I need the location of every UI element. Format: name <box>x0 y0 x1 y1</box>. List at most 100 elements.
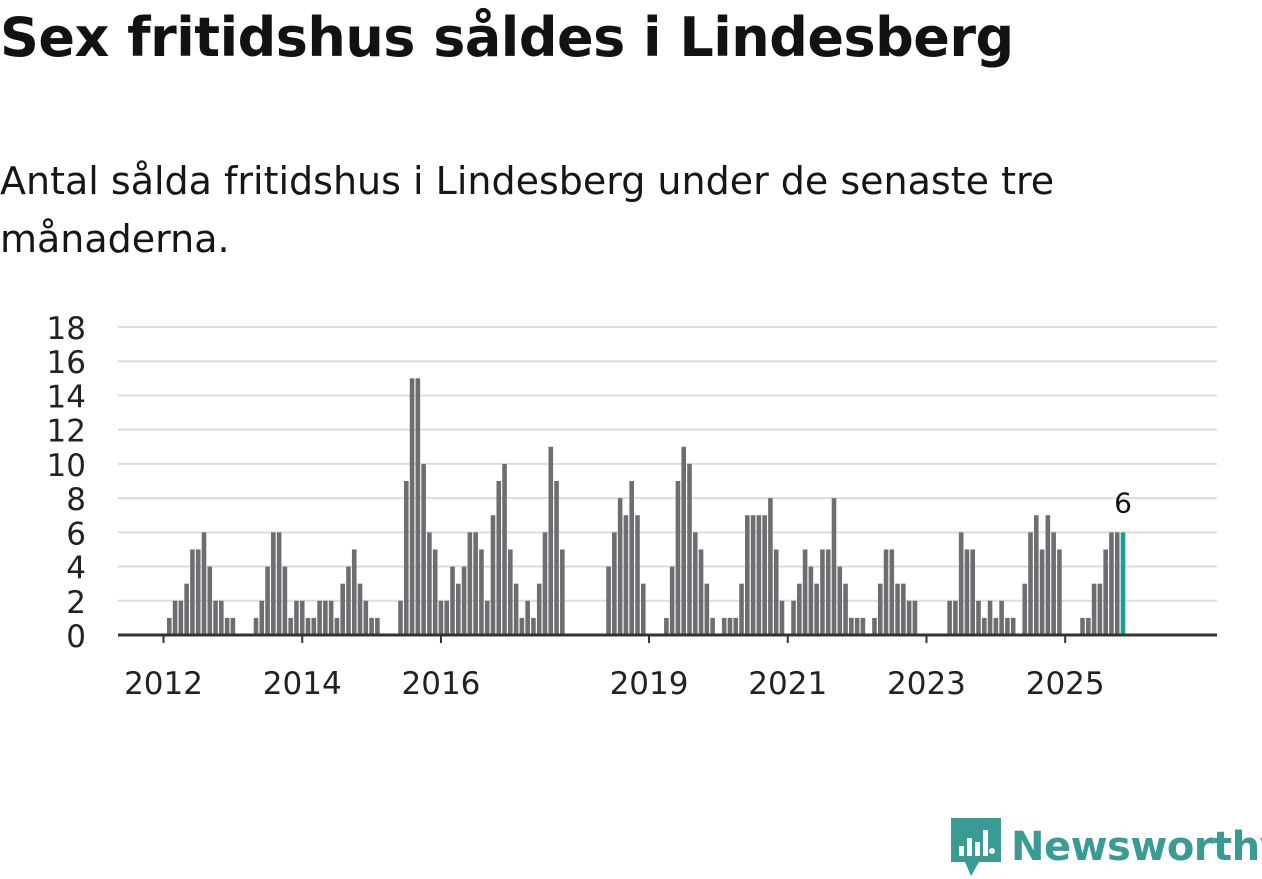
bar <box>513 583 519 635</box>
bar <box>525 600 530 635</box>
bar <box>733 617 739 635</box>
bar <box>883 549 889 635</box>
bar <box>427 532 432 635</box>
bar <box>773 549 779 635</box>
bar <box>1039 549 1045 635</box>
bar <box>554 481 559 635</box>
bar <box>710 617 715 635</box>
bar <box>357 583 363 635</box>
bar <box>762 515 767 635</box>
bar <box>958 532 964 635</box>
bar <box>750 515 756 635</box>
bar <box>1091 583 1097 635</box>
bar <box>889 549 895 635</box>
x-tick-label: 2012 <box>124 666 203 702</box>
bar <box>635 515 640 635</box>
bar <box>1057 549 1062 635</box>
bar <box>484 600 490 635</box>
bar <box>872 617 877 635</box>
y-tick-label: 2 <box>66 585 86 621</box>
bar <box>271 532 276 635</box>
bar <box>1080 617 1085 635</box>
bar <box>739 583 744 635</box>
bar <box>1022 583 1028 635</box>
bar <box>519 617 525 635</box>
bar <box>334 617 340 635</box>
x-tick-label: 2025 <box>1026 666 1105 702</box>
bar <box>328 600 334 635</box>
bar <box>1114 532 1120 635</box>
bar <box>947 600 952 635</box>
bar <box>172 600 178 635</box>
bar <box>843 583 848 635</box>
bar <box>536 583 542 635</box>
bar <box>675 481 681 635</box>
bar <box>1045 515 1051 635</box>
data-labels: 6 <box>1114 486 1132 519</box>
bar <box>438 600 444 635</box>
y-tick-label: 8 <box>66 482 86 518</box>
bar <box>953 600 958 635</box>
bar <box>432 549 438 635</box>
bar <box>409 378 415 635</box>
bar <box>964 549 970 635</box>
bar <box>375 617 380 635</box>
bar <box>640 583 646 635</box>
bar <box>906 600 912 635</box>
bar <box>704 583 710 635</box>
bar <box>999 600 1004 635</box>
bar <box>831 498 837 635</box>
x-tick-label: 2019 <box>610 666 689 702</box>
bar <box>299 600 305 635</box>
bar <box>415 378 421 635</box>
y-tick-label: 0 <box>66 619 86 655</box>
bar <box>311 617 317 635</box>
bar <box>317 600 322 635</box>
bar <box>1051 532 1056 635</box>
newsworthy-logo-icon <box>951 818 1001 876</box>
bar <box>687 463 692 635</box>
y-tick-label: 10 <box>47 448 86 484</box>
bar <box>756 515 762 635</box>
bar <box>987 600 993 635</box>
y-tick-label: 18 <box>47 311 86 347</box>
bar <box>981 617 987 635</box>
bar <box>1034 515 1039 635</box>
bar <box>797 583 802 635</box>
bar <box>351 549 357 635</box>
bar <box>323 600 328 635</box>
bar <box>849 617 854 635</box>
bar <box>253 617 259 635</box>
bar <box>970 549 976 635</box>
bar <box>178 600 184 635</box>
bar <box>363 600 369 635</box>
bar <box>184 583 189 635</box>
gridlines <box>118 326 1217 602</box>
bar <box>265 566 270 635</box>
bar <box>560 549 565 635</box>
y-tick-label: 16 <box>47 345 86 381</box>
bar <box>369 617 374 635</box>
bar <box>542 532 548 635</box>
bar <box>993 617 999 635</box>
bar <box>802 549 808 635</box>
bar <box>721 617 727 635</box>
bar <box>421 463 426 635</box>
bar <box>502 463 507 635</box>
bar <box>340 583 345 635</box>
bar <box>698 549 704 635</box>
y-tick-label: 14 <box>47 379 86 415</box>
bar <box>692 532 698 635</box>
bar <box>276 532 282 635</box>
bar <box>403 481 409 635</box>
y-tick-label: 12 <box>47 414 86 450</box>
bar <box>490 515 496 635</box>
bar <box>473 532 478 635</box>
bar <box>791 600 796 635</box>
bar <box>877 583 883 635</box>
bar <box>617 498 623 635</box>
bar <box>1028 532 1033 635</box>
bar <box>294 600 299 635</box>
bar <box>629 481 634 635</box>
